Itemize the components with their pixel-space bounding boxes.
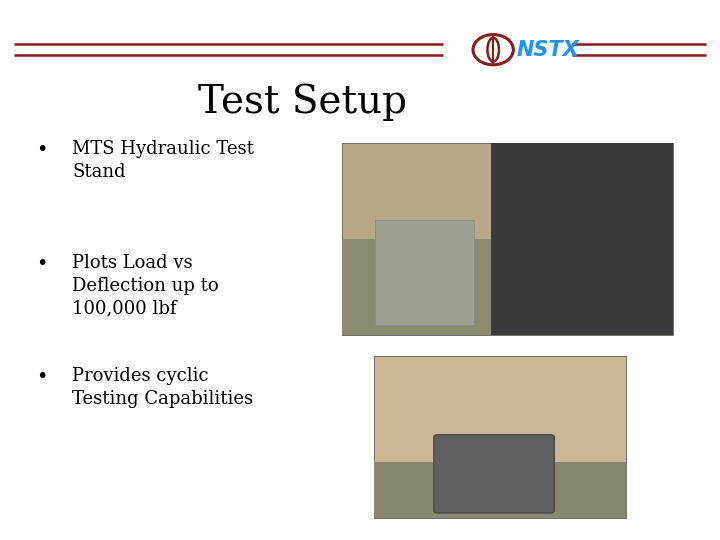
Text: NSTX: NSTX	[517, 39, 580, 60]
Text: Provides cyclic
Testing Capabilities: Provides cyclic Testing Capabilities	[72, 367, 253, 408]
Text: MTS Hydraulic Test
Stand: MTS Hydraulic Test Stand	[72, 140, 254, 181]
FancyBboxPatch shape	[374, 356, 626, 518]
FancyBboxPatch shape	[433, 435, 554, 513]
Text: •: •	[36, 140, 48, 159]
Text: Test Setup: Test Setup	[198, 84, 407, 121]
FancyBboxPatch shape	[374, 462, 626, 518]
FancyBboxPatch shape	[375, 220, 474, 325]
FancyBboxPatch shape	[491, 143, 673, 335]
Text: •: •	[36, 367, 48, 386]
FancyBboxPatch shape	[342, 239, 491, 335]
Text: •: •	[36, 254, 48, 273]
Text: Plots Load vs
Deflection up to
100,000 lbf: Plots Load vs Deflection up to 100,000 l…	[72, 254, 219, 318]
FancyBboxPatch shape	[342, 143, 673, 335]
